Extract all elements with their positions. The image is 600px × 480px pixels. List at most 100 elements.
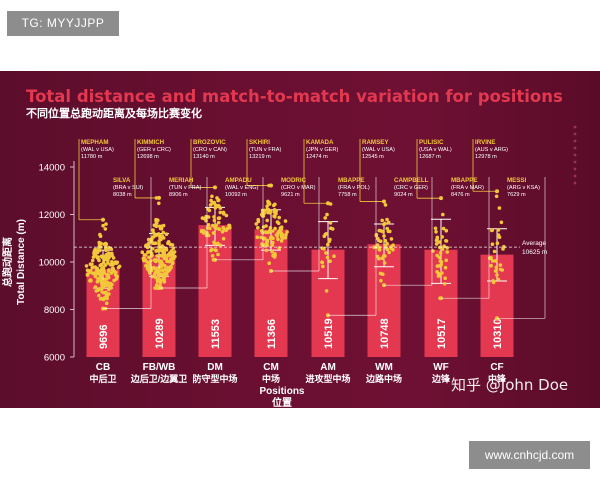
data-dot <box>216 241 220 246</box>
data-dot <box>167 259 171 264</box>
x-category-cn: 边路中场 <box>365 373 402 384</box>
data-dot <box>490 242 495 246</box>
data-dot <box>261 214 266 218</box>
data-dot <box>273 255 277 259</box>
data-dot <box>270 229 275 233</box>
data-dot <box>157 224 162 229</box>
max-player-match: (JPN v GER) <box>306 147 338 153</box>
data-dot <box>440 247 445 251</box>
data-dot <box>90 262 94 266</box>
data-dot <box>382 261 387 265</box>
data-dot <box>218 243 223 247</box>
data-dot <box>381 254 386 258</box>
bar-value-label: 10517 <box>436 318 448 349</box>
watermark-top-left: TG: MYYJJPP <box>7 11 119 36</box>
data-dot <box>386 220 391 225</box>
data-dot <box>276 237 280 241</box>
data-dot <box>385 241 389 246</box>
x-category-code: WM <box>375 362 393 373</box>
data-dot <box>273 202 277 207</box>
data-dot <box>491 279 495 283</box>
data-dot <box>435 270 439 274</box>
min-player-match: (ARG v KSA) <box>507 185 540 191</box>
data-dot <box>213 241 217 246</box>
data-dot <box>88 278 92 283</box>
x-category-code: AM <box>320 362 336 373</box>
data-dot <box>259 235 263 240</box>
data-dot <box>159 278 163 282</box>
x-category-cn: 中后卫 <box>89 373 116 384</box>
data-dot <box>497 206 502 210</box>
data-dot <box>265 238 270 243</box>
max-player-name: SKHIRI <box>249 139 270 146</box>
data-dot <box>218 206 223 210</box>
data-dot <box>91 271 95 276</box>
x-category-code: CF <box>490 362 503 373</box>
data-dot <box>96 277 100 281</box>
data-dot <box>279 225 284 229</box>
min-player-dist: 8038 m <box>113 192 132 198</box>
data-dot <box>441 226 446 231</box>
data-dot <box>277 215 282 220</box>
data-dot <box>93 274 98 278</box>
data-dot <box>435 235 440 240</box>
data-dot <box>443 265 448 270</box>
data-dot <box>216 203 221 208</box>
data-dot <box>438 259 443 263</box>
data-dot <box>166 240 171 244</box>
data-dot <box>443 276 448 280</box>
min-player-name: MBAPPE <box>338 177 364 184</box>
data-dot <box>92 251 96 255</box>
data-dot <box>496 228 501 232</box>
data-dot <box>328 237 332 242</box>
data-dot <box>256 219 261 224</box>
y-tick-label: 10000 <box>39 258 65 269</box>
min-player-dist: 7629 m <box>507 192 526 198</box>
data-dot <box>268 225 273 230</box>
data-dot <box>274 209 279 213</box>
data-dot <box>328 221 333 225</box>
average-value: 10625 m <box>522 249 547 256</box>
distance-chart: Total distance and match-to-match variat… <box>1 87 577 408</box>
data-dot <box>99 241 103 246</box>
data-dot <box>85 273 90 277</box>
data-dot <box>255 235 260 239</box>
data-dot <box>437 240 442 244</box>
min-player-name: MODRIC <box>281 177 307 184</box>
data-dot <box>387 250 392 255</box>
data-dot <box>143 253 148 257</box>
data-dot <box>322 246 326 251</box>
data-dot <box>147 266 151 271</box>
data-dot <box>268 228 272 233</box>
data-dot <box>111 256 116 260</box>
data-dot <box>99 278 104 283</box>
data-dot <box>103 241 108 246</box>
data-dot <box>161 275 166 279</box>
max-player-match: (WAL v USA) <box>81 147 114 153</box>
data-dot <box>103 263 108 267</box>
data-dot <box>488 256 493 260</box>
data-dot <box>114 270 118 275</box>
data-dot <box>270 249 274 254</box>
data-dot <box>166 253 171 258</box>
data-dot <box>99 268 103 272</box>
data-dot <box>161 236 166 240</box>
data-dot <box>495 273 499 277</box>
data-dot <box>146 237 151 242</box>
x-category-code: FB/WB <box>143 362 176 373</box>
data-dot <box>494 194 499 199</box>
data-dot <box>492 249 497 254</box>
y-axis: 6000 8000 10000 12000 14000 总跑动距离 Total Distan… <box>1 161 75 364</box>
min-player-name: MBAPPE <box>451 177 477 184</box>
data-dot <box>168 251 173 255</box>
data-dot <box>275 233 280 238</box>
min-player-name: MESSI <box>507 177 527 184</box>
data-dot <box>444 258 449 263</box>
data-dot <box>434 238 439 243</box>
data-dot <box>150 254 154 258</box>
chart-subtitle: 不同位置总跑动距离及每场比赛变化 <box>26 106 202 120</box>
data-dot <box>161 251 166 256</box>
decor-dot <box>573 132 577 136</box>
data-dot <box>375 254 380 259</box>
data-dot <box>284 232 288 237</box>
